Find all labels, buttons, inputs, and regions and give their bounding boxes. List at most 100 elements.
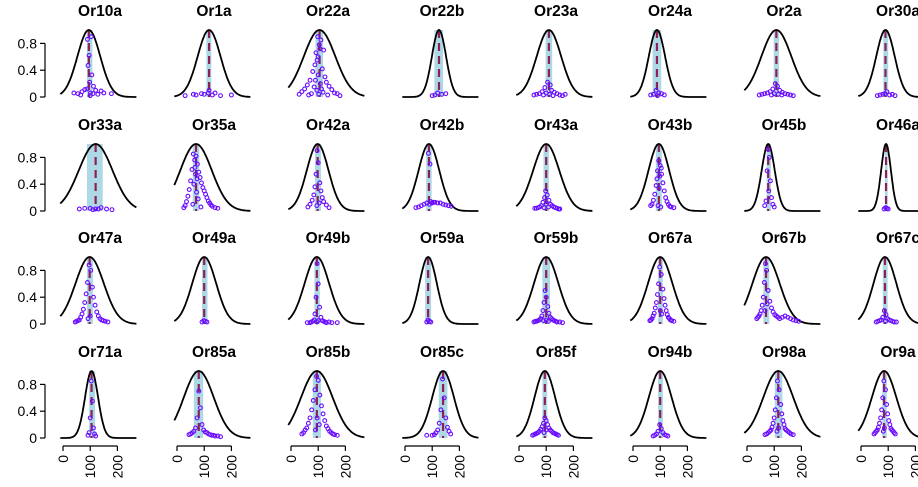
point-Or85c-4 [436,420,442,426]
point-Or23a-6 [536,91,542,97]
point-Or9a-3 [884,402,890,407]
curve-Or85c [402,370,479,439]
panel-title-Or43b: Or43b [648,117,693,134]
point-Or2a-9 [785,91,791,97]
panel-Or59b: Or59b [515,230,593,326]
panel-Or22a: Or22a [287,3,365,99]
point-Or43a-17 [545,204,551,210]
panel-Or85a: Or85a 0 100 200 [169,344,251,478]
point-Or47a-0 [86,262,92,268]
panel-title-Or49a: Or49a [192,230,236,247]
point-Or49b-12 [307,320,313,326]
point-Or85f-1 [543,418,549,424]
point-Or94b-1 [658,426,664,432]
point-Or49b-15 [314,319,320,325]
point-Or59b-0 [542,288,548,293]
curve-Or1a [174,29,251,98]
point-Or22a-9 [315,72,321,78]
point-Or42b-10 [440,201,446,207]
point-Or9a-9 [887,422,893,428]
curve-Or85a [173,370,251,439]
point-Or42b-16 [427,201,432,207]
point-Or98a-23 [774,428,780,434]
x-tick-label-Or85b-2: 200 [337,455,353,479]
point-Or67a-0 [657,264,663,270]
point-Or22a-12 [323,79,329,85]
point-Or22a-18 [314,87,320,93]
point-Or67b-23 [793,318,799,324]
point-Or35a-26 [198,204,204,210]
point-Or35a-31 [194,176,200,182]
point-Or1a-8 [182,93,188,99]
point-Or85c-0 [440,376,445,382]
point-Or43b-18 [658,204,664,210]
point-Or9a-21 [880,428,886,434]
point-Or43b-15 [648,203,654,209]
curve-Or22b [402,29,479,98]
point-Or67b-0 [763,261,768,267]
point-Or22a-27 [306,92,312,98]
curve-Or9a [857,370,918,438]
point-Or67a-19 [669,318,675,324]
curve-Or85b [287,370,365,439]
point-Or43b-21 [657,173,663,179]
point-Or42a-1 [315,160,321,166]
panel-title-Or22b: Or22b [420,3,465,20]
point-Or43b-7 [656,185,662,191]
point-Or35a-30 [192,165,198,170]
point-Or45b-3 [767,178,773,184]
point-Or23a-1 [547,82,553,88]
y-tick-label-row2-2: 0.8 [18,262,38,278]
panel-title-Or71a: Or71a [78,344,122,361]
point-Or67a-2 [656,281,662,287]
point-Or33a-4 [104,206,109,212]
y-tick-label-row1-1: 0.4 [18,176,38,192]
point-Or67b-4 [760,294,766,300]
point-Or10a-9 [88,90,93,96]
panel-Or59a: Or59a [401,230,479,325]
panel-title-Or10a: Or10a [78,3,122,20]
point-Or85a-1 [197,405,203,411]
curve-Or23a [515,29,593,98]
panel-Or85c: Or85c 0 100 200 [397,344,479,478]
x-tick-label-Or85f-1: 100 [538,455,554,479]
x-tick-label-Or94b-2: 200 [679,455,695,479]
point-Or43a-12 [533,205,539,211]
point-Or98a-20 [762,432,768,438]
point-Or67b-5 [767,298,773,304]
panel-Or10a: Or10a 0 0.4 0.8 [18,3,137,105]
point-Or22a-26 [325,92,331,98]
point-Or85c-10 [431,432,437,438]
point-Or1a-6 [193,92,199,98]
point-Or10a-3 [85,63,91,68]
point-Or67b-22 [790,317,796,323]
curve-Or49a [173,256,251,325]
point-Or67a-10 [651,310,657,316]
panel-title-Or59a: Or59a [420,230,464,247]
panel-title-Or67c: Or67c [876,230,918,247]
point-Or10a-19 [108,91,114,97]
point-Or33a-8 [95,206,101,212]
point-Or85f-19 [555,432,561,438]
point-Or67b-25 [764,301,770,307]
point-Or42a-5 [318,188,324,194]
point-Or10a-13 [95,91,101,97]
point-Or45b-2 [764,168,770,174]
point-Or2a-8 [762,91,768,97]
panel-Or45b: Or45b [744,117,821,212]
point-Or98a-4 [772,407,778,413]
point-Or85b-4 [310,398,316,403]
point-Or42a-11 [323,202,329,208]
x-tick-label-Or85b-1: 100 [310,455,326,479]
point-Or85a-16 [212,433,218,439]
panel-Or85b: Or85b 0 100 200 [283,344,365,479]
curve-Or2a [743,29,821,97]
point-Or42a-2 [313,171,319,177]
point-Or22b-2 [432,92,438,98]
panel-Or33a: Or33a 0 0.4 0.8 [18,117,137,219]
point-Or85b-0 [314,373,320,379]
point-Or2a-1 [775,83,780,89]
point-Or9a-5 [885,411,891,417]
point-Or85f-21 [541,430,547,436]
point-Or22a-3 [313,50,319,56]
